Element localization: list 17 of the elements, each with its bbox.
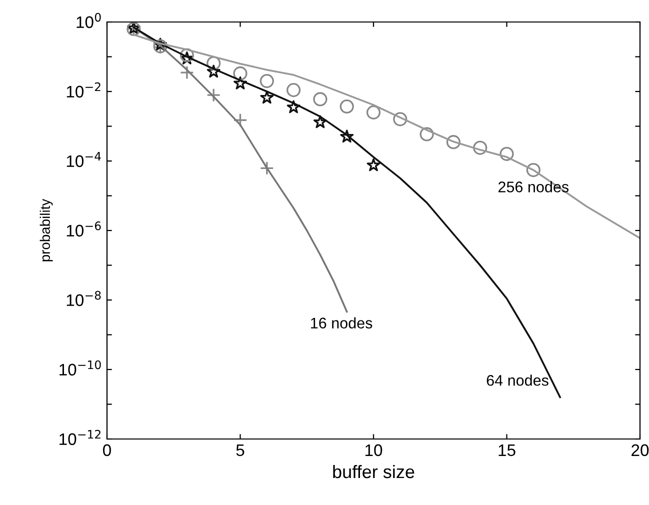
y-tick-label: 10$^{−6}$ bbox=[66, 221, 101, 237]
y-tick-label: 10$^{−2}$ bbox=[66, 82, 100, 98]
series-label: 16 nodes bbox=[311, 317, 372, 328]
x-tick-label: 10 bbox=[366, 444, 382, 456]
y-tick-label: 10$^{−12}$ bbox=[60, 430, 100, 446]
y-tick-label: 10$^{−4}$ bbox=[66, 152, 101, 168]
x-tick-label: 15 bbox=[498, 444, 516, 456]
y-tick-label: 10$^{−10}$ bbox=[60, 360, 101, 376]
x-tick-label: 5 bbox=[236, 444, 244, 456]
y-tick-label: 10$^{0}$ bbox=[76, 12, 101, 28]
x-tick-label: 20 bbox=[632, 444, 649, 456]
y-tick-label: 10$^{−8}$ bbox=[66, 290, 101, 306]
y-axis-title: probability bbox=[40, 198, 53, 262]
series-label: 256 nodes bbox=[498, 181, 569, 192]
x-tick-label: 0 bbox=[103, 444, 111, 456]
series-label: 64 nodes bbox=[486, 374, 548, 386]
x-axis-title: buffer size bbox=[333, 464, 414, 478]
